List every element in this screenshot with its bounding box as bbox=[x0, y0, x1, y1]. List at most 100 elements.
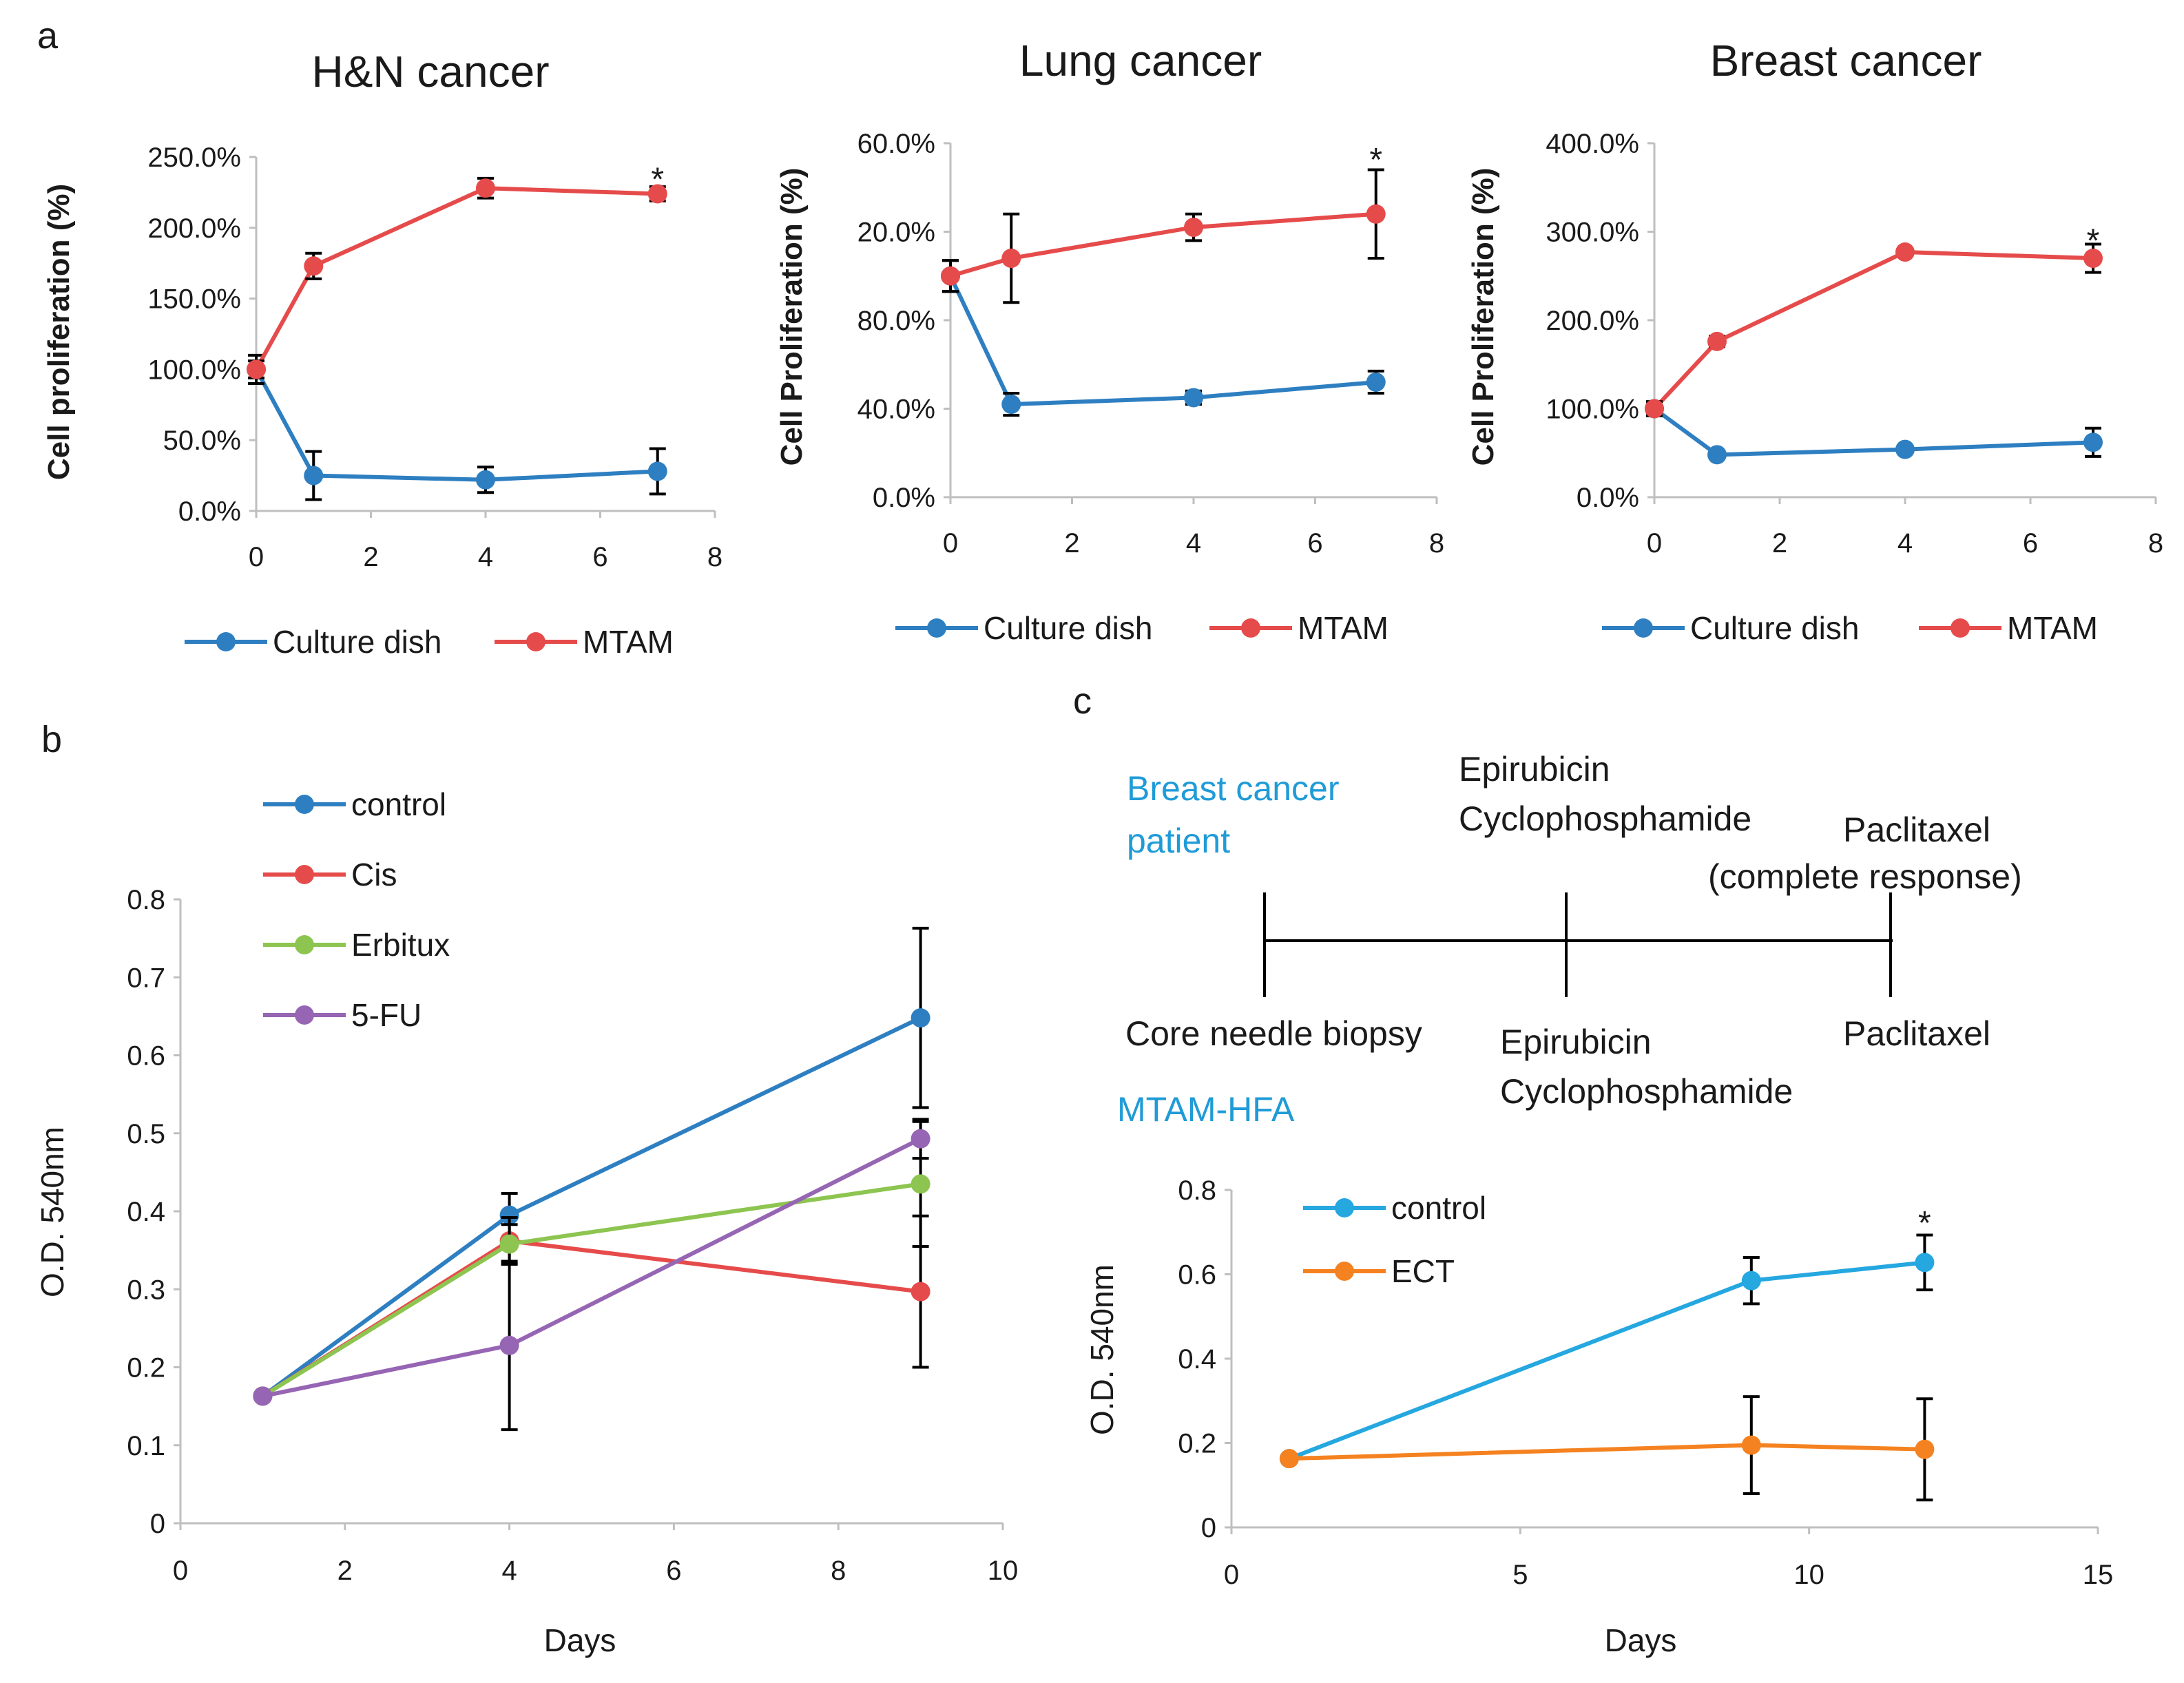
x-tick-label: 4 bbox=[1186, 528, 1201, 558]
y-tick-label: 150.0% bbox=[147, 284, 241, 315]
legend-label: MTAM bbox=[1298, 610, 1389, 646]
x-tick-label: 10 bbox=[988, 1556, 1019, 1586]
timeline-patient-label-2: patient bbox=[1127, 822, 1230, 860]
timeline-top-2-line2: (complete response) bbox=[1708, 857, 2022, 896]
y-tick-label: 0.5 bbox=[127, 1119, 165, 1149]
series-line-ect bbox=[1289, 1443, 1925, 1461]
series-line-control bbox=[261, 1016, 922, 1398]
y-tick-label: 0.8 bbox=[1178, 1175, 1216, 1206]
data-point-mtam bbox=[2083, 249, 2103, 269]
series-line-culture-dish bbox=[254, 368, 658, 482]
data-point-ect bbox=[1915, 1439, 1935, 1459]
data-point-culture-dish bbox=[1366, 372, 1386, 392]
x-tick-label: 6 bbox=[666, 1556, 681, 1586]
chart-drug-response: 0 0.1 0.2 0.3 0.4 0.5 0.6 0.7 0.8 0 2 4 6 8 10 O.D. 540… bbox=[34, 786, 1018, 1658]
significance-marker: * bbox=[1918, 1205, 1931, 1242]
x-tick-label: 0 bbox=[249, 542, 264, 572]
series-line-cis bbox=[261, 1238, 921, 1398]
legend-label: Cis bbox=[351, 857, 397, 892]
x-tick-label: 2 bbox=[337, 1556, 353, 1586]
chart-mtam-hfa-response: 0 0.2 0.4 0.6 0.8 0 5 10 15 O.D. 540nm Days * contro… bbox=[1084, 1175, 2113, 1658]
panel-label-a: a bbox=[37, 15, 59, 56]
x-tick-label: 4 bbox=[478, 542, 493, 572]
timeline-bottom-0: Core needle biopsy bbox=[1125, 1014, 1422, 1053]
data-point-mtam bbox=[1645, 399, 1664, 419]
x-tick-label: 6 bbox=[1307, 528, 1322, 558]
series-line-mtam bbox=[1652, 250, 2094, 410]
legend-swatch-marker bbox=[1335, 1198, 1354, 1217]
data-point-erbitux bbox=[499, 1234, 519, 1254]
data-point-culture-dish bbox=[647, 461, 667, 481]
data-point-5-fu bbox=[499, 1335, 519, 1355]
timeline-top-2-line1: Paclitaxel bbox=[1843, 811, 1990, 849]
x-tick-label: 0 bbox=[1647, 528, 1662, 558]
y-tick-label: 0.0% bbox=[178, 496, 241, 527]
data-point-mtam bbox=[1895, 242, 1915, 262]
chart-hn-cancer: H&N cancer 0.0% 50.0% 100.0% 150.0% 200.0% 250… bbox=[42, 47, 722, 660]
y-tick-label: 0.8 bbox=[127, 885, 165, 915]
y-tick-label: 0 bbox=[150, 1509, 165, 1539]
x-tick-label: 0 bbox=[1224, 1560, 1239, 1590]
x-tick-label: 0 bbox=[173, 1556, 188, 1586]
y-tick-label: 0.7 bbox=[127, 963, 165, 993]
y-tick-label: 50.0% bbox=[163, 426, 241, 456]
legend-swatch-marker bbox=[295, 935, 314, 954]
y-axis-label: Cell Proliferation (%) bbox=[1466, 168, 1500, 466]
series-line-mtam bbox=[950, 211, 1376, 278]
timeline-top-1-line2: Cyclophosphamide bbox=[1459, 799, 1751, 838]
timeline-bottom-1-line2: Cyclophosphamide bbox=[1500, 1072, 1793, 1111]
data-point-mtam bbox=[941, 266, 960, 286]
data-point-mtam bbox=[247, 359, 266, 379]
y-tick-label: 400.0% bbox=[1546, 129, 1639, 159]
data-point-mtam bbox=[647, 184, 667, 204]
data-point-5-fu bbox=[253, 1386, 273, 1406]
legend-swatch-marker bbox=[1241, 618, 1260, 638]
series-line-culture-dish bbox=[1653, 407, 2094, 457]
y-tick-label: 0.2 bbox=[1178, 1429, 1216, 1459]
y-tick-label: 100.0% bbox=[1546, 395, 1639, 425]
x-tick-label: 8 bbox=[2148, 528, 2163, 558]
data-point-culture-dish bbox=[1001, 395, 1021, 415]
chart-breast-cancer: Breast cancer 0.0% 100.0% 200.0% 300.0% 400.0… bbox=[1466, 36, 2163, 646]
significance-marker: * bbox=[1369, 142, 1382, 178]
data-point-control bbox=[1741, 1271, 1761, 1290]
chart-title: H&N cancer bbox=[312, 47, 550, 96]
timeline-mtam-label: MTAM-HFA bbox=[1117, 1090, 1295, 1129]
data-point-5-fu bbox=[911, 1129, 930, 1149]
data-point-culture-dish bbox=[1707, 445, 1727, 465]
data-point-mtam bbox=[1001, 249, 1021, 269]
x-tick-label: 2 bbox=[363, 542, 378, 572]
x-axis-label: Days bbox=[544, 1622, 616, 1658]
data-point-ect bbox=[1279, 1449, 1299, 1469]
timeline-patient-label-1: Breast cancer bbox=[1127, 769, 1339, 808]
x-tick-label: 8 bbox=[707, 542, 722, 572]
series-line-control bbox=[1288, 1260, 1925, 1461]
legend-swatch-marker bbox=[927, 618, 946, 638]
panel-label-b: b bbox=[41, 719, 62, 760]
y-tick-label: 0.0% bbox=[1577, 483, 1639, 513]
legend-swatch-marker bbox=[295, 795, 314, 814]
x-axis-label: Days bbox=[1605, 1622, 1677, 1658]
legend-label: MTAM bbox=[583, 624, 674, 660]
timeline-top-1-line1: Epirubicin bbox=[1459, 750, 1610, 788]
significance-marker: * bbox=[2087, 223, 2100, 260]
data-point-mtam bbox=[1707, 331, 1727, 351]
y-tick-label: 0.4 bbox=[127, 1197, 165, 1227]
series-line-erbitux bbox=[261, 1182, 922, 1398]
timeline-bottom-2: Paclitaxel bbox=[1843, 1014, 1990, 1053]
chart-lung-cancer: Lung cancer 0.0% 40.0% 80.0% 20.0% 60.0% 0 2 4 6 8… bbox=[775, 36, 1444, 646]
x-tick-label: 10 bbox=[1793, 1560, 1824, 1590]
x-tick-label: 4 bbox=[1897, 528, 1913, 558]
legend-label: control bbox=[351, 786, 446, 822]
x-tick-label: 5 bbox=[1512, 1560, 1528, 1590]
y-axis-label: Cell proliferation (%) bbox=[42, 184, 76, 480]
data-point-control bbox=[499, 1205, 519, 1225]
y-tick-label: 300.0% bbox=[1546, 218, 1639, 248]
legend-swatch-marker bbox=[1634, 618, 1653, 638]
legend-label: Culture dish bbox=[984, 610, 1152, 646]
legend-swatch-marker bbox=[1335, 1262, 1354, 1281]
legend-label: control bbox=[1391, 1190, 1486, 1226]
legend-swatch-marker bbox=[295, 1005, 314, 1025]
y-tick-label: 0.6 bbox=[1178, 1260, 1216, 1290]
